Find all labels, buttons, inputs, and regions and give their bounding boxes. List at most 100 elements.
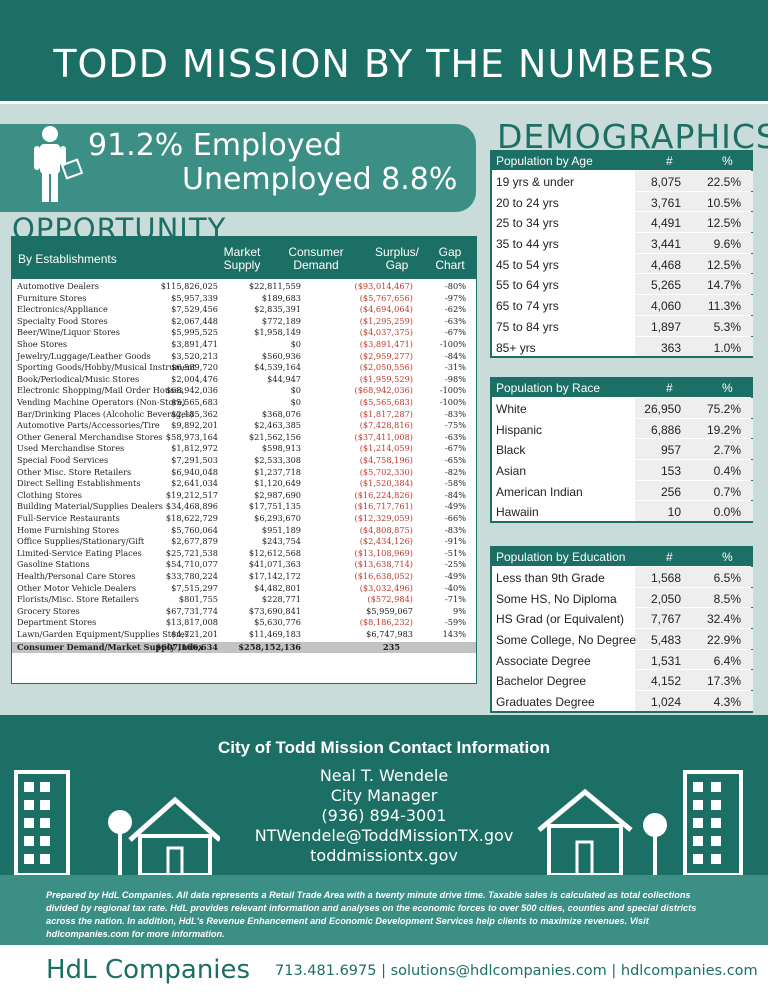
demo-p: 9.6%	[713, 237, 741, 252]
cell-pct: -83%	[445, 408, 466, 419]
table-row: Full-Service Restaurants $18,622,729 $6,29…	[12, 513, 476, 525]
demo-n: 1,568	[650, 571, 681, 585]
table-row: Furniture Stores $5,957,339 $189,683 ($5,76…	[12, 293, 476, 305]
contact-name: Neal T. Wendele	[319, 766, 449, 785]
demo-label: 35 to 44 yrs	[496, 237, 559, 252]
list-item: Bachelor Degree 4,152 17.3%	[492, 669, 753, 691]
cell-supply: $68,942,036	[165, 385, 218, 396]
cell-demand: $1,120,649	[254, 478, 301, 489]
demographics-title: DEMOGRAPHICS	[497, 117, 768, 156]
cell-name: Office Supplies/Stationary/Gift	[17, 536, 145, 547]
table-row: Other General Merchandise Stores $58,973,…	[12, 432, 476, 444]
table-row: Clothing Stores $19,212,517 $2,987,690 ($16…	[12, 490, 476, 502]
cell-demand: $4,482,801	[254, 582, 301, 593]
employed-stat: 91.2% Employed	[88, 128, 343, 163]
cell-name: Jewelry/Luggage/Leather Goods	[17, 350, 151, 361]
demo-p: 19.2%	[706, 422, 741, 437]
cell-supply: $801,755	[178, 594, 218, 605]
cell-pct: -100%	[439, 385, 466, 396]
age-header-label: Population by Age	[496, 154, 593, 168]
cell-pct: -71%	[445, 594, 466, 605]
cell-supply: $5,957,339	[171, 292, 218, 303]
cell-pct: -66%	[445, 513, 466, 523]
cell-pct: -83%	[445, 524, 466, 535]
cell-demand: $368,076	[261, 408, 301, 419]
table-row: Sporting Goods/Hobby/Musical Instrument $…	[12, 362, 476, 374]
contact-phone[interactable]: (936) 894-3001	[321, 806, 447, 825]
cell-gap: ($93,014,467)	[354, 281, 413, 291]
list-item: Some College, No Degree 5,483 22.9%	[492, 628, 753, 649]
list-item: American Indian 256 0.7%	[492, 479, 753, 501]
cell-demand: $1,237,718	[254, 466, 301, 477]
demo-n: 5,483	[650, 633, 681, 648]
demo-n: 1,897	[650, 319, 681, 334]
cell-name: Department Stores	[17, 617, 97, 628]
table-row: Department Stores $13,817,008 $5,630,776 ($…	[12, 617, 476, 629]
cell-demand: $560,936	[261, 350, 301, 361]
cell-demand: $17,142,172	[248, 571, 301, 581]
footer-bar	[0, 945, 768, 994]
list-item: 45 to 54 yrs 4,468 12.5%	[492, 252, 753, 274]
demo-p: 32.4%	[706, 612, 741, 627]
contact-website[interactable]: toddmissiontx.gov	[310, 846, 458, 865]
cell-pct: -40%	[445, 582, 466, 593]
table-row: Used Merchandise Stores $1,812,972 $598,91…	[12, 443, 476, 455]
contact-email[interactable]: NTWendele@ToddMissionTX.gov	[254, 826, 514, 845]
demo-n: 10	[667, 505, 681, 520]
table-row: Automotive Dealers $115,826,025 $22,811,55…	[12, 281, 476, 293]
cell-supply: $3,891,471	[171, 339, 218, 349]
unemployed-stat: Unemployed 8.8%	[182, 162, 458, 197]
demo-n: 1,024	[650, 695, 681, 710]
opportunity-table: By Establishments Market Supply Consumer…	[11, 236, 477, 684]
cell-name: Gasoline Stations	[17, 559, 90, 570]
list-item: Graduates Degree 1,024 4.3%	[492, 690, 753, 711]
demo-label: 19 yrs & under	[496, 175, 575, 189]
table-row: Home Furnishing Stores $5,760,064 $951,189…	[12, 525, 476, 537]
cell-demand: $598,913	[261, 443, 301, 454]
table-row: Gasoline Stations $54,710,077 $41,071,363 (…	[12, 559, 476, 571]
cell-supply: $34,468,896	[165, 501, 218, 512]
cell-name: Home Furnishing Stores	[17, 524, 120, 535]
cell-pct: -63%	[445, 315, 466, 326]
total-name: Consumer Demand/Market Supply Index	[17, 641, 204, 652]
cell-gap: ($1,520,384)	[359, 478, 413, 489]
list-item: 75 to 84 yrs 1,897 5.3%	[492, 314, 753, 336]
cell-supply: $6,589,720	[171, 362, 218, 373]
table-row: Health/Personal Care Stores $33,780,224 $1…	[12, 571, 476, 583]
cell-demand: $2,835,391	[254, 304, 301, 315]
cell-supply: $4,721,201	[171, 629, 218, 639]
cell-pct: -25%	[445, 559, 466, 570]
cell-supply: $18,622,729	[165, 513, 218, 523]
cell-pct: -97%	[445, 292, 466, 303]
cell-gap: ($3,032,496)	[359, 582, 413, 593]
table-row: Office Supplies/Stationary/Gift $2,677,87…	[12, 536, 476, 548]
cell-name: Vending Machine Operators (Non-Store)	[17, 397, 186, 407]
demo-n: 7,767	[650, 612, 681, 627]
cell-gap: ($12,329,059)	[354, 513, 413, 523]
demo-p: 22.5%	[706, 175, 741, 189]
demo-label: 45 to 54 yrs	[496, 257, 559, 272]
demo-label: Hawaiin	[496, 505, 539, 520]
table-row: Building Material/Supplies Dealers $34,46…	[12, 501, 476, 513]
buildings-right-icon	[537, 770, 743, 875]
demo-p: 22.9%	[706, 633, 741, 648]
demo-p: 2.7%	[713, 443, 741, 458]
demo-p: 6.5%	[713, 571, 741, 585]
demo-n: 363	[660, 340, 681, 355]
cell-demand: $5,630,776	[254, 617, 301, 628]
cell-pct: -84%	[445, 489, 466, 500]
cell-pct: -31%	[445, 362, 466, 373]
cell-supply: $7,291,503	[171, 455, 218, 465]
cell-gap: ($4,694,064)	[359, 304, 413, 315]
footer-contact-line[interactable]: 713.481.6975 | solutions@hdlcompanies.co…	[275, 963, 758, 979]
cell-demand: $951,189	[261, 524, 301, 535]
header-establishments: By Establishments	[18, 252, 117, 266]
cell-pct: -65%	[445, 455, 466, 465]
cell-name: Electronics/Appliance	[17, 304, 108, 315]
cell-supply: $7,529,456	[171, 304, 218, 315]
companies-logo: Companies	[105, 955, 251, 985]
table-row: Limited-Service Eating Places $25,721,538…	[12, 548, 476, 560]
table-row: Grocery Stores $67,731,774 $73,690,841 $5,9…	[12, 606, 476, 618]
demo-label: 25 to 34 yrs	[496, 216, 559, 231]
cell-name: Furniture Stores	[17, 292, 87, 303]
